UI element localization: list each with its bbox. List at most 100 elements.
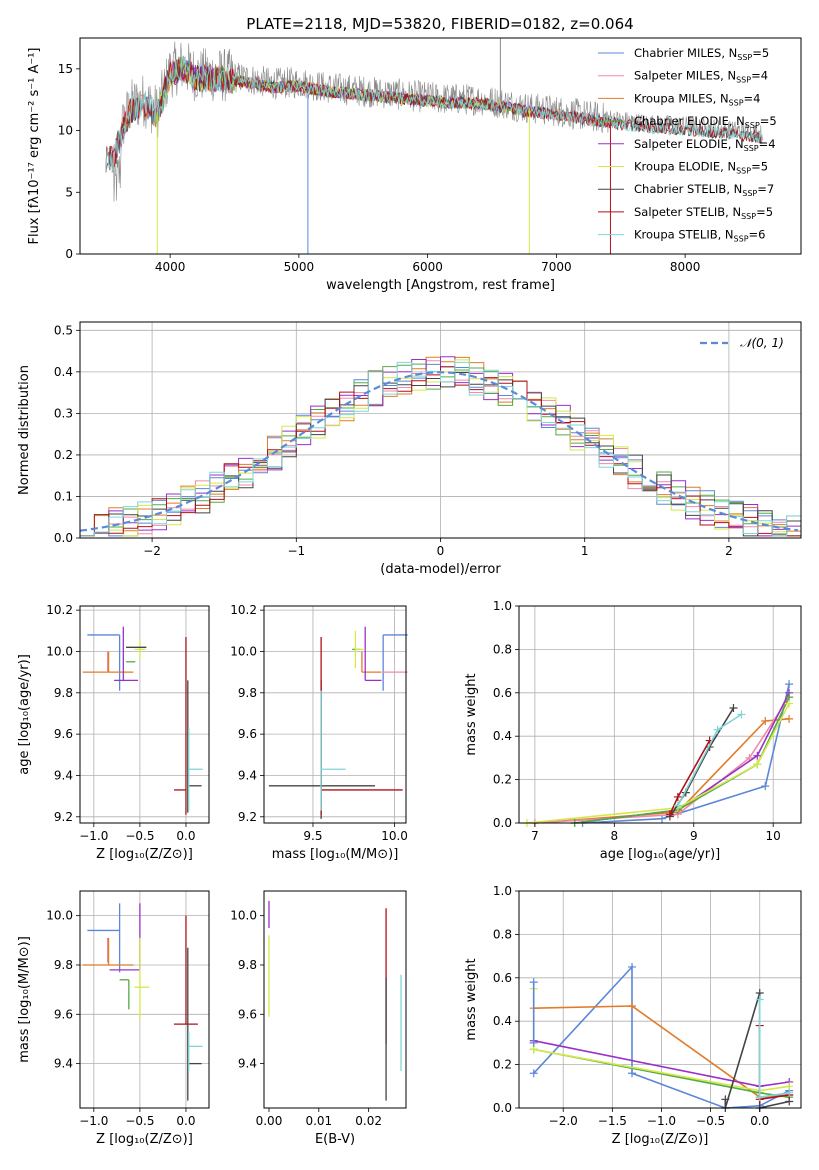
weight-marker [785,680,794,689]
legend-subscript: SSP [736,167,751,176]
legend-subscript: SSP [729,98,744,107]
legend-label: 𝒩(0, 1) [740,336,784,350]
y-tick-label: 9.4 [54,768,73,782]
weight-marker [761,717,770,726]
y-axis-label: mass [log₁₀(M/M⊙)] [17,936,32,1063]
weight-marker [755,1093,764,1102]
weight-series [526,703,790,824]
y-tick-label: 0.4 [54,365,73,379]
y-tick-label: 0.4 [493,729,512,743]
legend-tail: =5 [756,205,773,219]
x-tick-label: 0.00 [256,1114,283,1128]
normal-curve [79,371,799,532]
axes-frame [79,890,210,1109]
legend-subscript: SSP [741,212,756,221]
x-tick-label: 9.5 [303,829,322,843]
y-tick-label: 9.6 [238,1007,257,1021]
y-tick-label: 0.8 [493,642,512,656]
legend-subscript: SSP [742,189,757,198]
weight-marker [753,751,762,760]
weight-series [574,696,790,824]
x-tick-label: 0 [437,544,445,558]
spectrum-panel: 4000 5000 6000 7000 8000 0 5 10 15 wavelength [An… [27,37,802,293]
weight-marker [529,1069,538,1078]
y-axis-label: Flux [fλ10⁻¹⁷ erg cm⁻² s⁻¹ A⁻¹] [27,48,42,245]
x-tick-label: 7 [531,829,539,843]
weight-marker [737,710,746,719]
y-tick-label: 0.3 [54,406,73,420]
x-tick-label: 10.0 [381,829,408,843]
legend-tail: =4 [751,69,768,83]
legend-label: Kroupa ELODIE, NSSP=5 [634,160,768,176]
y-tick-label: 9.4 [238,1057,257,1071]
legend-label: Salpeter ELODIE, NSSP=4 [634,137,776,153]
legend-subscript: SSP [736,76,751,85]
y-tick-label: 0.0 [54,531,73,545]
y-tick-label: 0.2 [493,1058,512,1072]
spectrum-lines [105,38,763,254]
x-tick-label: 2 [725,544,733,558]
weight-marker [753,760,762,769]
observed-spectrum [113,41,763,202]
y-axis-label: Normed distribution [17,365,32,495]
x-tick-label: −1.0 [79,829,108,843]
y-tick-label: 0.6 [493,971,512,985]
x-tick-label: 8000 [670,260,701,274]
y-tick-label: 5 [65,185,73,199]
weight-marker [785,714,794,723]
y-tick-label: 1.0 [493,884,512,898]
y-tick-label: 0.4 [493,1014,512,1028]
weight-marker [713,725,722,734]
weight-series [669,707,735,817]
x-axis-label: Z [log₁₀(Z/Z⊙)] [612,1132,709,1147]
weight-marker [627,1069,636,1078]
y-tick-label: 10.0 [230,909,257,923]
x-axis-label: age [log₁₀(age/yr)] [600,847,721,862]
axes-frame [263,605,407,824]
legend-tail: =4 [744,91,761,105]
x-axis-label: E(B-V) [315,1132,355,1147]
x-tick-label: 0.0 [176,1114,195,1128]
weight-marker [673,801,682,810]
x-tick-label: 8 [611,829,619,843]
weight-marker [729,703,738,712]
y-tick-label: 10.0 [46,909,73,923]
mass-weight-vs-metallicity-panel: −2.0 −1.5 −1.0 −0.5 0.0 0.0 0.2 0.4 0.6 0.8 1.0 Z [… [464,884,802,1147]
weight-marker [761,782,770,791]
x-axis-label: Z [log₁₀(Z/Z⊙)] [96,847,193,862]
weight-series [582,683,790,824]
figure-title: PLATE=2118, MJD=53820, FIBERID=0182, z=0… [246,15,633,33]
x-tick-label: 0.0 [176,829,195,843]
weight-series [534,718,790,824]
x-tick-label: 0.01 [305,1114,332,1128]
y-tick-label: 9.2 [54,810,73,824]
y-tick-label: 9.8 [238,686,257,700]
y-tick-label: 9.8 [54,958,73,972]
x-tick-label: −1.0 [647,1114,676,1128]
x-tick-label: 5000 [284,260,315,274]
y-tick-label: 0 [65,247,73,261]
weight-marker [529,978,538,987]
weight-marker [755,995,764,1004]
x-tick-label: 1 [581,544,589,558]
legend-tail: =5 [752,46,769,60]
y-tick-label: 1.0 [493,599,512,613]
weight-series [533,1005,790,1099]
x-tick-label: −1.5 [598,1114,627,1128]
legend-tail: =6 [749,228,766,242]
legend-subscript: SSP [737,53,752,62]
y-tick-label: 0.8 [493,927,512,941]
y-tick-label: 0.6 [493,686,512,700]
weight-marker [529,1038,538,1047]
weight-marker [627,962,636,971]
age-vs-mass-panel: 9.5 10.0 9.2 9.4 9.6 9.8 10.0 10.2 mass [log₁₀(M… [230,603,408,862]
y-tick-label: 10 [58,124,73,138]
weight-marker [785,1088,794,1097]
y-tick-label: 15 [58,62,73,76]
legend-tail: =5 [760,114,777,128]
mass-vs-metallicity-panel: −1.0 −0.5 0.0 9.4 9.6 9.8 10.0 Z [log₁₀(Z/Z⊙)] m… [17,890,210,1147]
legend-tail: =7 [757,182,774,196]
mass-weight-vs-age-panel: 7 8 9 10 0.0 0.2 0.4 0.6 0.8 1.0 age [log₁₀(age/yr… [464,599,802,862]
x-tick-label: −2.0 [549,1114,578,1128]
y-tick-label: 9.6 [54,727,73,741]
